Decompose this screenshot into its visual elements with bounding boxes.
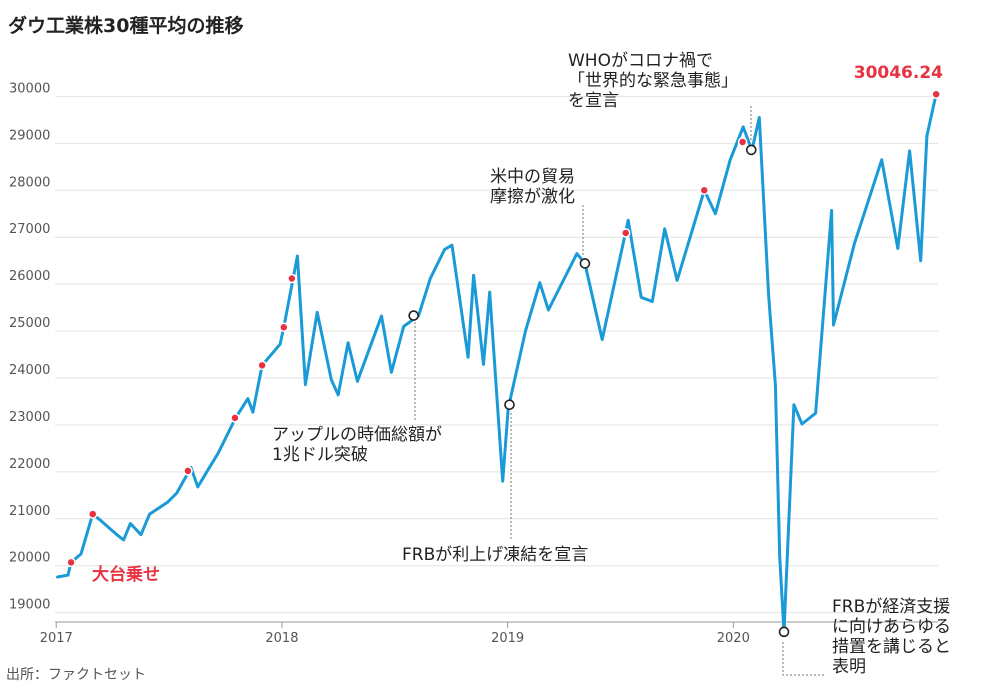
x-tick-label: 2018 (265, 631, 298, 646)
event-annotation: FRBが経済支援に向けあらゆる措置を講じると表明 (832, 597, 951, 677)
event-annotation: 米中の貿易摩擦が激化 (490, 167, 575, 207)
milestone-marker (931, 89, 941, 100)
event-annotation-line: FRBが利上げ凍結を宣言 (402, 545, 588, 565)
x-tick-label: 2017 (40, 631, 73, 646)
event-leaders (414, 106, 826, 676)
y-tick-label: 26000 (9, 269, 50, 284)
milestone-marker (279, 322, 289, 333)
y-axis-ticks: 19000 20000 21000 22000 23000 24000 25000 26000… (9, 81, 50, 612)
event-annotation-line: 表明 (832, 657, 866, 677)
event-annotation-line: 1兆ドル突破 (272, 445, 368, 465)
event-annotation: アップルの時価総額が 1兆ドル突破 (272, 425, 442, 465)
y-tick-label: 22000 (9, 457, 50, 472)
milestone-label: 大台乗せ (92, 564, 160, 585)
event-annotation-line: 米中の貿易 (490, 167, 575, 187)
event-annotation-line: 措置を講じると (832, 637, 951, 657)
milestone-marker (737, 137, 748, 147)
event-annotation-line: を宣言 (568, 91, 619, 111)
event-annotation-line: アップルの時価総額が (272, 425, 442, 445)
last-value-label: 30046.24 (854, 63, 943, 83)
y-tick-label: 25000 (9, 316, 50, 331)
dow-line (56, 92, 938, 634)
source-note: 出所：ファクトセット (6, 667, 146, 683)
milestone-marker (230, 413, 240, 423)
milestone-marker (66, 557, 76, 568)
x-axis-ticks: 2017 2018 2019 2020 (40, 621, 938, 646)
event-annotation-line: に向けあらゆる (832, 617, 951, 637)
y-tick-label: 30000 (9, 81, 50, 96)
event-marker (408, 310, 419, 321)
event-annotation-line: WHOがコロナ禍で (568, 51, 713, 71)
event-leader (782, 642, 826, 676)
y-tick-label: 24000 (9, 363, 50, 378)
y-tick-label: 27000 (9, 222, 50, 237)
x-tick-label: 2020 (717, 631, 750, 646)
event-markers (408, 144, 790, 638)
y-tick-label: 19000 (9, 598, 50, 613)
milestone-marker (183, 466, 193, 476)
event-marker (579, 258, 591, 269)
y-tick-label: 21000 (9, 504, 50, 519)
event-marker (778, 626, 790, 638)
x-tick-label: 2019 (491, 631, 524, 646)
event-marker (745, 144, 757, 156)
event-marker (504, 399, 515, 411)
milestone-marker (87, 509, 98, 519)
chart-title: ダウ工業株30種平均の推移 (8, 14, 243, 37)
event-annotation-line: 摩擦が激化 (490, 187, 575, 207)
milestone-marker (287, 273, 297, 284)
event-annotation: WHOがコロナ禍で「世界的な緊急事態」を宣言 (568, 51, 738, 111)
y-tick-label: 20000 (9, 551, 50, 566)
y-tick-label: 29000 (9, 128, 50, 143)
y-tick-label: 28000 (9, 175, 50, 190)
annotations: アップルの時価総額が 1兆ドル突破 FRBが利上げ凍結を宣言 米中の貿易摩擦が激化 WH… (92, 51, 951, 677)
event-annotation-line: 「世界的な緊急事態」 (568, 71, 738, 91)
milestone-marker (257, 360, 267, 371)
y-tick-label: 23000 (9, 410, 50, 425)
milestone-marker (620, 228, 631, 238)
event-annotation-line: FRBが経済支援 (832, 597, 950, 617)
event-annotation: FRBが利上げ凍結を宣言 (402, 545, 588, 565)
milestone-markers (66, 89, 941, 568)
milestone-marker (699, 185, 710, 196)
